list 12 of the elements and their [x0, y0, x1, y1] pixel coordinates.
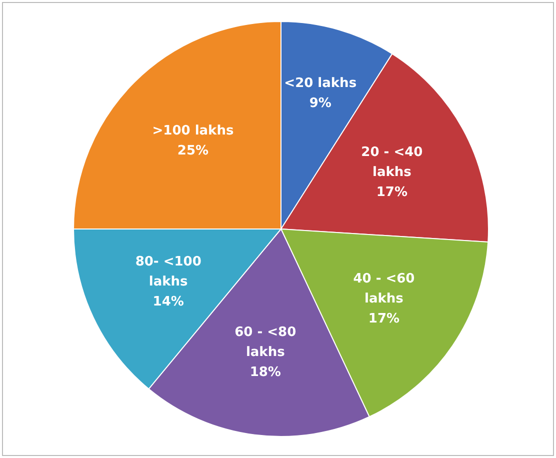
- data-label: 17%: [376, 184, 408, 200]
- slice-label: >100 lakhs: [152, 123, 234, 138]
- data-label: 14%: [152, 294, 184, 310]
- slice-label: 40 - <60 lakhs: [353, 271, 415, 306]
- slice-label: <20 lakhs: [284, 76, 357, 91]
- data-label: 25%: [177, 143, 209, 158]
- slice-label: 60 - <80 lakhs: [234, 324, 296, 360]
- slice-label: 20 - <40 lakhs: [361, 144, 423, 180]
- data-label: 9%: [309, 96, 332, 111]
- data-label: 18%: [250, 364, 281, 380]
- slice-label: 80- <100 lakhs: [135, 254, 202, 290]
- data-label: 17%: [368, 311, 400, 326]
